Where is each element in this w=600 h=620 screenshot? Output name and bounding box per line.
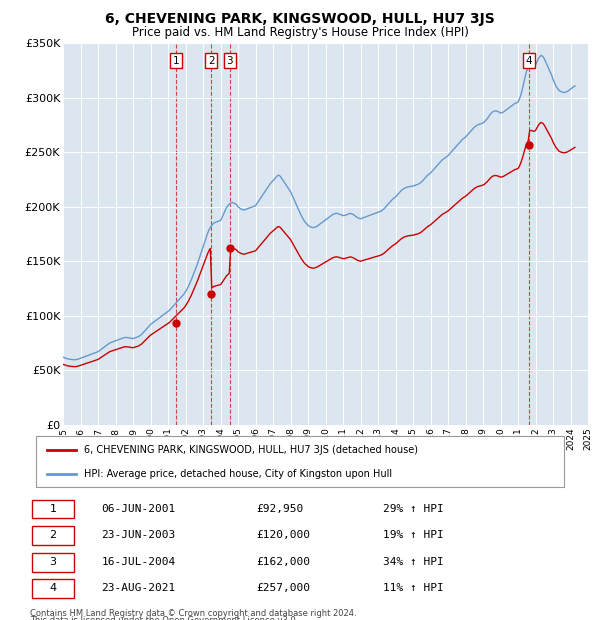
FancyBboxPatch shape (32, 580, 74, 598)
FancyBboxPatch shape (32, 553, 74, 572)
Text: HPI: Average price, detached house, City of Kingston upon Hull: HPI: Average price, detached house, City… (83, 469, 392, 479)
Text: £257,000: £257,000 (256, 583, 310, 593)
Text: 6, CHEVENING PARK, KINGSWOOD, HULL, HU7 3JS (detached house): 6, CHEVENING PARK, KINGSWOOD, HULL, HU7 … (83, 445, 418, 454)
Text: £120,000: £120,000 (256, 531, 310, 541)
Text: 11% ↑ HPI: 11% ↑ HPI (383, 583, 443, 593)
Text: 1: 1 (172, 56, 179, 66)
Text: 1: 1 (49, 504, 56, 514)
Text: 23-JUN-2003: 23-JUN-2003 (101, 531, 176, 541)
Text: 4: 4 (49, 583, 56, 593)
Text: 3: 3 (49, 557, 56, 567)
Text: £162,000: £162,000 (256, 557, 310, 567)
Text: 06-JUN-2001: 06-JUN-2001 (101, 504, 176, 514)
FancyBboxPatch shape (32, 526, 74, 545)
Text: £92,950: £92,950 (256, 504, 303, 514)
Text: This data is licensed under the Open Government Licence v3.0.: This data is licensed under the Open Gov… (30, 616, 298, 620)
Text: 6, CHEVENING PARK, KINGSWOOD, HULL, HU7 3JS: 6, CHEVENING PARK, KINGSWOOD, HULL, HU7 … (105, 12, 495, 27)
Text: 4: 4 (526, 56, 533, 66)
Text: Contains HM Land Registry data © Crown copyright and database right 2024.: Contains HM Land Registry data © Crown c… (30, 609, 356, 618)
Text: 3: 3 (227, 56, 233, 66)
Text: 19% ↑ HPI: 19% ↑ HPI (383, 531, 443, 541)
Text: Price paid vs. HM Land Registry's House Price Index (HPI): Price paid vs. HM Land Registry's House … (131, 26, 469, 39)
Text: 2: 2 (208, 56, 215, 66)
FancyBboxPatch shape (32, 500, 74, 518)
FancyBboxPatch shape (36, 436, 564, 487)
Text: 34% ↑ HPI: 34% ↑ HPI (383, 557, 443, 567)
Text: 23-AUG-2021: 23-AUG-2021 (101, 583, 176, 593)
Text: 16-JUL-2004: 16-JUL-2004 (101, 557, 176, 567)
Text: 29% ↑ HPI: 29% ↑ HPI (383, 504, 443, 514)
Text: 2: 2 (49, 531, 56, 541)
